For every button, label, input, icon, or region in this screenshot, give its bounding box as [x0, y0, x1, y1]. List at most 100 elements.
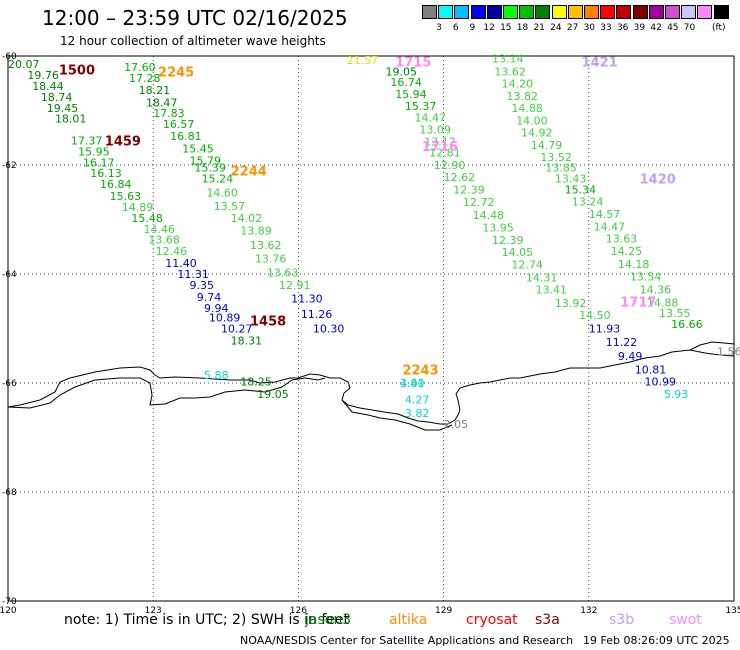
- wave-height-value: 1.56: [717, 345, 740, 358]
- wave-height-value: 13.62: [250, 239, 282, 252]
- wave-height-value: 15.63: [110, 190, 142, 203]
- wave-height-value: 9.74: [197, 291, 222, 304]
- latitude-label: -62: [2, 161, 17, 171]
- wave-height-value: 12.90: [434, 159, 466, 172]
- satellite-legend-altika: altika: [389, 612, 428, 628]
- wave-height-value: 11.26: [301, 308, 333, 321]
- wave-height-value: 13.95: [482, 222, 514, 235]
- wave-height-value: 3.80: [400, 377, 425, 390]
- wave-height-value: 10.27: [221, 323, 253, 336]
- wave-height-value: 14.18: [618, 258, 650, 271]
- wave-height-value: 14.88: [511, 102, 543, 115]
- color-scale-tick: 9: [469, 23, 476, 33]
- pass-time-label: 1459: [105, 134, 141, 149]
- color-scale-tick: 27: [566, 23, 579, 33]
- wave-height-value: 14.31: [526, 271, 558, 284]
- footer-note-text: note: 1) Time is in UTC; 2) SWH is in fe…: [64, 612, 350, 628]
- color-swatch: [665, 5, 680, 19]
- wave-height-value: 16.17: [83, 156, 115, 169]
- wave-height-value: 15.39: [194, 162, 226, 175]
- wave-height-value: 18.44: [32, 80, 64, 93]
- wave-height-value: 2.05: [444, 418, 469, 431]
- wave-height-value: 12.81: [429, 146, 461, 159]
- color-scale-tick: 36: [616, 23, 629, 33]
- wave-height-value: 14.47: [415, 112, 447, 125]
- wave-height-value: 19.45: [47, 102, 79, 115]
- wave-height-value: 14.02: [231, 212, 263, 225]
- color-swatch: [422, 5, 437, 19]
- color-scale-tick: 3: [436, 23, 442, 33]
- ice-shelf-outline: [7, 377, 453, 431]
- wave-height-value: 14.47: [594, 221, 626, 234]
- wave-height-value: 14.00: [516, 114, 548, 127]
- longitude-label: 129: [435, 606, 452, 616]
- satellite-legend-s3a: s3a: [535, 612, 560, 628]
- wave-height-value: 16.57: [163, 118, 195, 131]
- wave-height-value: 3.82: [405, 407, 430, 420]
- wave-height-value: 15.94: [395, 88, 427, 101]
- color-scale-tick: 70: [683, 23, 696, 33]
- wave-height-value: 18.31: [231, 334, 263, 347]
- wave-height-value: 14.50: [579, 309, 611, 322]
- wave-height-value: 12.39: [492, 234, 524, 247]
- color-scale-tick: 6: [452, 23, 459, 33]
- wave-height-value: 10.89: [209, 312, 241, 325]
- graticule: [7, 55, 735, 602]
- latitude-label: -68: [2, 488, 17, 498]
- wave-height-value: 18.47: [146, 96, 178, 109]
- latitude-label: -64: [2, 270, 17, 280]
- track-time-labels: 1500 2245 1459 2244 1458 1715 1716 1421 1420 1717…: [59, 55, 676, 378]
- wave-height-value: 14.57: [589, 208, 621, 221]
- pass-time-label: 2243: [402, 363, 438, 378]
- pass-time-label: 2245: [158, 65, 194, 80]
- wave-height-value: 18.01: [55, 113, 87, 126]
- color-scale-tick: 39: [633, 23, 646, 33]
- wave-height-value: 4.27: [405, 393, 430, 406]
- wave-height-value: 19.05: [257, 388, 289, 401]
- pass-time-label: 1715: [395, 55, 431, 70]
- wave-height-value: 11.93: [589, 323, 621, 336]
- color-swatch: [697, 5, 713, 19]
- wave-height-value: 13.76: [255, 253, 287, 266]
- pass-time-label: 1421: [582, 55, 618, 70]
- map-frame: [7, 55, 735, 602]
- wave-height-value: 14.89: [122, 201, 153, 214]
- wave-height-value: 14.60: [206, 186, 238, 199]
- wave-height-value: 17.37: [71, 134, 103, 147]
- color-swatch: [648, 5, 664, 19]
- wave-height-value: 15.48: [131, 212, 163, 225]
- wave-height-value: 11.40: [165, 257, 197, 270]
- color-scale-tick: 33: [600, 23, 612, 33]
- track-swot: 21.5719.0516.7415.9415.3714.4713.0913.12…: [347, 54, 689, 401]
- generated-timestamp: 19 Feb 08:26:09 UTC 2025: [583, 634, 730, 647]
- wave-height-value: 18.21: [139, 84, 171, 97]
- wave-height-value: 14.20: [502, 77, 534, 90]
- wave-height-value: 19.76: [27, 69, 59, 82]
- wave-height-value: 11.22: [606, 336, 638, 349]
- wave-height-value: 13.12: [424, 136, 456, 149]
- longitude-label: 120: [0, 606, 17, 616]
- wave-height-value: 13.52: [540, 151, 572, 164]
- wave-height-value: 13.63: [606, 233, 638, 246]
- wave-height-value: 10.99: [644, 375, 676, 388]
- longitude-label: 135: [725, 606, 740, 616]
- color-scale-tick: 30: [583, 23, 596, 33]
- wave-height-value: 13.43: [555, 173, 587, 186]
- page-subtitle: 12 hour collection of altimeter wave hei…: [60, 34, 326, 48]
- wave-height-value: 13.14: [492, 53, 524, 66]
- credit-line: NOAA/NESDIS Center for Satellite Applica…: [240, 634, 573, 647]
- wave-height-value: 13.85: [545, 162, 577, 175]
- satellite-legend-jason3: jason3: [305, 612, 352, 628]
- wave-height-value: 5.93: [664, 388, 689, 401]
- color-swatch: [584, 5, 599, 19]
- color-scale-tick: 18: [516, 23, 529, 33]
- wave-height-value: 5.88: [204, 369, 229, 382]
- wave-height-value: 18.25: [240, 375, 272, 388]
- color-swatch: [551, 5, 567, 19]
- wave-height-value: 12.72: [463, 196, 495, 209]
- wave-height-value: 11.30: [291, 293, 323, 306]
- wave-height-value: 12.74: [511, 259, 543, 272]
- footer-note: note: 1) Time is in UTC; 2) SWH is in fe…: [64, 612, 349, 628]
- latitude-label: -60: [2, 52, 17, 62]
